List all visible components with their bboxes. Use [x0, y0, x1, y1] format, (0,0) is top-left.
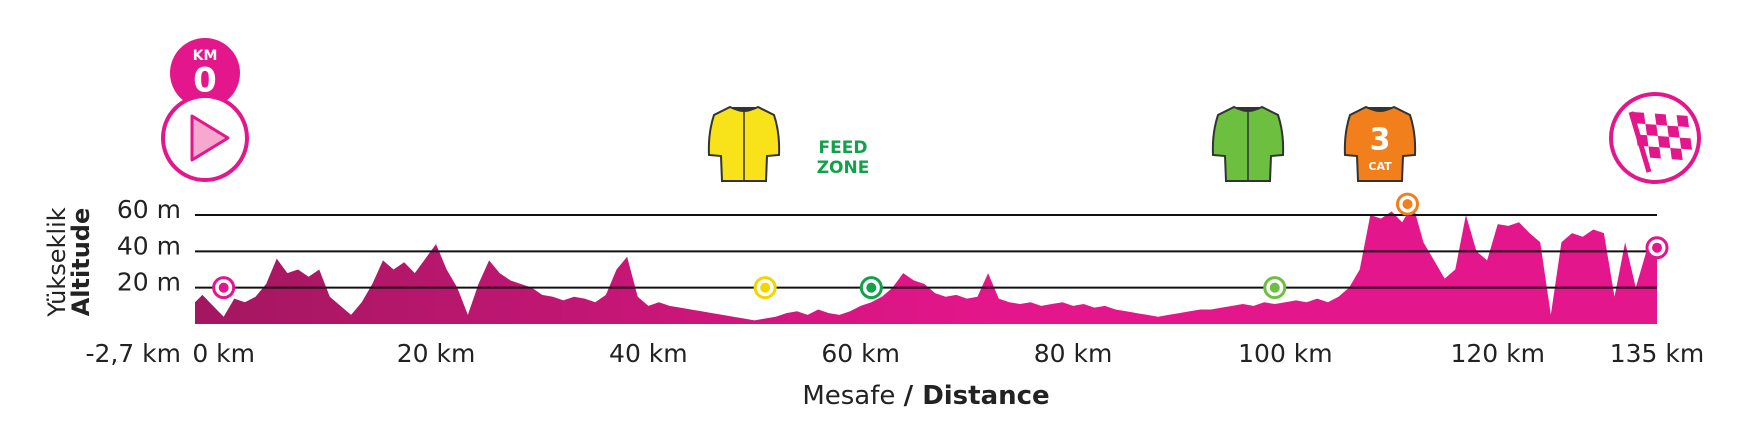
- flag-square: [1654, 113, 1668, 126]
- y-axis-label: Yükseklik: [43, 207, 71, 318]
- flag-square: [1670, 148, 1683, 161]
- badge-top: KM: [193, 48, 218, 64]
- y-axis-label-en: Altitude: [67, 208, 95, 317]
- badge-number: 0: [193, 61, 217, 101]
- y-tick-label: 60 m: [117, 195, 181, 224]
- x-tick-label: 60 km: [821, 339, 900, 368]
- flag-square: [1648, 146, 1661, 159]
- marker-dot: [866, 282, 877, 293]
- flag-square: [1676, 115, 1689, 128]
- marker-dot: [1269, 282, 1280, 293]
- climb-label: CAT: [1368, 160, 1392, 173]
- flag-square: [1645, 124, 1658, 137]
- play-triangle: [190, 114, 230, 162]
- flag-square: [1679, 137, 1693, 150]
- finish-icon: [1609, 92, 1701, 184]
- x-axis-label-en: / Distance: [904, 381, 1050, 411]
- marker-dot: [1652, 242, 1662, 253]
- jersey-collar: [1366, 107, 1394, 112]
- x-axis-label-tr: Mesafe: [802, 381, 895, 411]
- flag-square: [1636, 134, 1649, 147]
- flag-square: [1657, 136, 1671, 149]
- jersey-collar: [730, 107, 758, 112]
- y-tick-label: 20 m: [117, 268, 181, 297]
- checkered-flag: [1628, 111, 1693, 173]
- x-tick-label: 20 km: [397, 339, 476, 368]
- feed-zone-label: ZONE: [817, 158, 870, 178]
- flag-square: [1667, 125, 1680, 138]
- x-tick-label: 0 km: [192, 339, 255, 368]
- yellow-jersey: [707, 105, 781, 182]
- elevation-area: [195, 204, 1657, 324]
- flag-square: [1633, 112, 1646, 125]
- x-tick-label: -2,7 km: [85, 339, 181, 368]
- marker-dot: [1402, 199, 1413, 210]
- orange-jersey: 3 CAT: [1343, 105, 1417, 182]
- x-axis-label: Mesafe / Distance: [802, 381, 1049, 411]
- feed-zone-label: FEED: [819, 138, 868, 158]
- marker-dot: [760, 282, 771, 293]
- x-tick-label: 135 km: [1610, 339, 1705, 368]
- km0-badge: KM 0: [170, 38, 240, 108]
- jersey-collar: [1234, 107, 1262, 112]
- finish-circle: [1609, 92, 1701, 184]
- x-tick-label: 80 km: [1034, 339, 1113, 368]
- climb-category: 3: [1370, 123, 1391, 158]
- flag-checks: [1633, 112, 1693, 161]
- y-tick-label: 40 m: [117, 231, 181, 260]
- x-tick-label: 120 km: [1450, 339, 1545, 368]
- start-icon: [161, 94, 249, 182]
- badge-circle: [170, 38, 240, 108]
- x-tick-label: 100 km: [1238, 339, 1333, 368]
- marker-dot: [218, 282, 229, 293]
- green-jersey: [1211, 105, 1285, 182]
- x-tick-label: 40 km: [609, 339, 688, 368]
